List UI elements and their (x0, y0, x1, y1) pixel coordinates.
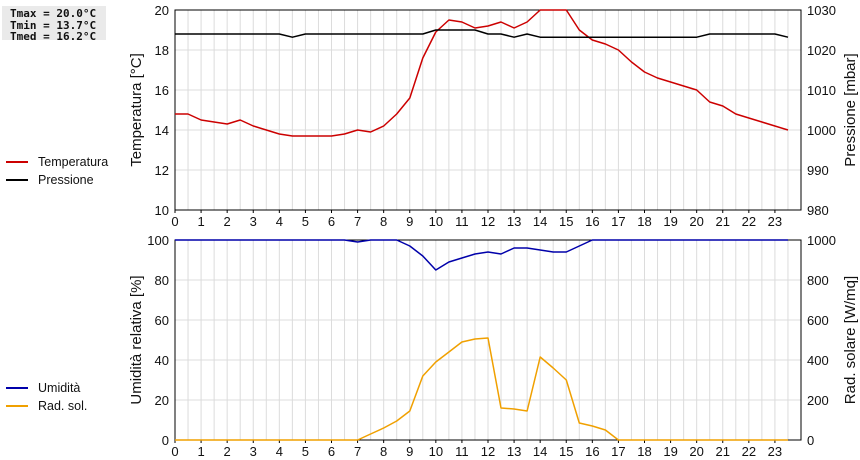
chart1-xtick-label: 21 (716, 214, 730, 229)
chart1-y2tick-label: 990 (807, 163, 829, 178)
chart2-xtick-label: 17 (611, 444, 625, 459)
chart2-xtick-label: 14 (533, 444, 547, 459)
chart1-xtick-label: 20 (689, 214, 703, 229)
chart2-ytick-label: 60 (155, 313, 169, 328)
legend-label-umidita: Umidità (38, 381, 81, 395)
chart2-xtick-label: 0 (171, 444, 178, 459)
chart1-xtick-label: 6 (328, 214, 335, 229)
chart2-xtick-label: 7 (354, 444, 361, 459)
chart1-xtick-label: 14 (533, 214, 547, 229)
chart2-xtick-label: 22 (742, 444, 756, 459)
chart1-xtick-label: 11 (455, 214, 469, 229)
chart2-xtick-label: 4 (276, 444, 283, 459)
chart2-xtick-label: 3 (250, 444, 257, 459)
chart2-xtick-label: 12 (481, 444, 495, 459)
chart2-ytick-label: 80 (155, 273, 169, 288)
chart1-xtick-label: 15 (559, 214, 573, 229)
chart1-xtick-label: 19 (663, 214, 677, 229)
chart1-y2label: Pressione [mbar] (842, 53, 859, 166)
legend-swatch-radsol (6, 405, 28, 407)
chart2-series-rad-sol (175, 337, 788, 441)
chart1-xtick-label: 4 (276, 214, 283, 229)
chart1-ytick-label: 18 (155, 43, 169, 58)
chart1-xtick-label: 18 (637, 214, 651, 229)
chart2-xtick-label: 11 (455, 444, 469, 459)
chart1-ytick-label: 20 (155, 3, 169, 18)
chart2-xtick-label: 6 (328, 444, 335, 459)
legend-bottom: Umidità Rad. sol. (6, 379, 87, 415)
chart1-xtick-label: 3 (250, 214, 257, 229)
tmax-label: Tmax = 20.0°C (10, 7, 97, 20)
tmed-label: Tmed = 16.2°C (10, 30, 97, 43)
legend-top: Temperatura Pressione (6, 153, 108, 189)
chart2-y2tick-label: 0 (807, 433, 814, 448)
chart1-xtick-label: 16 (585, 214, 599, 229)
chart1-xtick-label: 1 (197, 214, 204, 229)
chart1-xtick-label: 0 (171, 214, 178, 229)
chart2-y2tick-label: 200 (807, 393, 829, 408)
chart2-xtick-label: 9 (406, 444, 413, 459)
chart2-ylabel: Umidità relativa [%] (128, 275, 145, 404)
chart1-ytick-label: 12 (155, 163, 169, 178)
legend-label-pressione: Pressione (38, 173, 94, 187)
legend-label-radsol: Rad. sol. (38, 399, 88, 413)
chart2-xtick-label: 21 (716, 444, 730, 459)
chart1-ylabel: Temperatura [°C] (128, 53, 145, 167)
chart1-xtick-label: 10 (429, 214, 443, 229)
chart1-xtick-label: 7 (354, 214, 361, 229)
chart2-xtick-label: 1 (197, 444, 204, 459)
chart2-xtick-label: 18 (637, 444, 651, 459)
chart1-xtick-label: 8 (380, 214, 387, 229)
chart2-xtick-label: 8 (380, 444, 387, 459)
chart2-xtick-label: 2 (224, 444, 231, 459)
chart1-xtick-label: 9 (406, 214, 413, 229)
chart2-xtick-label: 23 (768, 444, 782, 459)
chart2-ytick-label: 100 (147, 233, 169, 248)
legend-item-umidita: Umidità (6, 379, 87, 397)
chart2-xtick-label: 15 (559, 444, 573, 459)
chart2-y2tick-label: 600 (807, 313, 829, 328)
chart1-y2tick-label: 1020 (807, 43, 836, 58)
chart1-y2tick-label: 1000 (807, 123, 836, 138)
chart2-xtick-label: 16 (585, 444, 599, 459)
chart2-y2tick-label: 800 (807, 273, 829, 288)
legend-item-temperatura: Temperatura (6, 153, 108, 171)
chart2-series-umidit (175, 239, 788, 271)
chart1-xtick-label: 23 (768, 214, 782, 229)
chart1-y2tick-label: 1030 (807, 3, 836, 18)
chart2-xtick-label: 10 (429, 444, 443, 459)
chart2-y2label: Rad. solare [W/mq] (842, 276, 859, 404)
legend-swatch-temperatura (6, 161, 28, 163)
chart1-ytick-label: 14 (155, 123, 169, 138)
chart2-xtick-label: 13 (507, 444, 521, 459)
chart1-y2tick-label: 1010 (807, 83, 836, 98)
tmin-label: Tmin = 13.7°C (10, 18, 97, 32)
chart2-ytick-label: 20 (155, 393, 169, 408)
legend-swatch-pressione (6, 179, 28, 181)
chart1-xtick-label: 5 (302, 214, 309, 229)
chart2-xtick-label: 5 (302, 444, 309, 459)
chart2-xtick-label: 20 (689, 444, 703, 459)
chart1-xtick-label: 12 (481, 214, 495, 229)
chart2-xtick-label: 19 (663, 444, 677, 459)
legend-item-pressione: Pressione (6, 171, 108, 189)
legend-swatch-umidita (6, 387, 28, 389)
chart1-xtick-label: 17 (611, 214, 625, 229)
chart2-y2tick-label: 400 (807, 353, 829, 368)
chart1-xtick-label: 2 (224, 214, 231, 229)
chart1-ytick-label: 16 (155, 83, 169, 98)
stats-box: Tmax = 20.0°C Tmin = 13.7°C Tmed = 16.2°C (2, 6, 106, 43)
chart1-series-temperatura (175, 9, 789, 137)
chart2-ytick-label: 40 (155, 353, 169, 368)
chart1-xtick-label: 22 (742, 214, 756, 229)
chart1-series-pressione (175, 29, 789, 38)
chart1-xtick-label: 13 (507, 214, 521, 229)
chart1-y2tick-label: 980 (807, 203, 829, 218)
chart2-y2tick-label: 1000 (807, 233, 836, 248)
chart2-ytick-label: 0 (162, 433, 169, 448)
legend-label-temperatura: Temperatura (38, 155, 109, 169)
legend-item-radsol: Rad. sol. (6, 397, 87, 415)
chart1-ytick-label: 10 (155, 203, 169, 218)
